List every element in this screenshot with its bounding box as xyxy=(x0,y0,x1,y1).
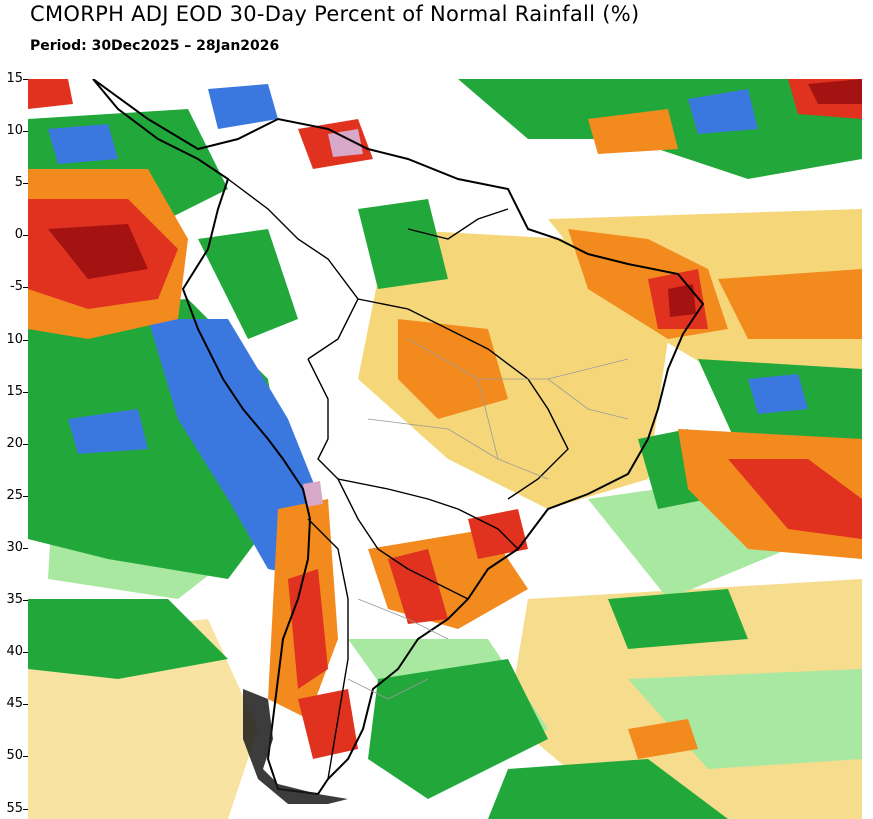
latitude-tick-label: 45 xyxy=(6,696,23,712)
rainfall-map-canvas xyxy=(28,79,862,819)
map-title: CMORPH ADJ EOD 30-Day Percent of Normal … xyxy=(30,2,640,26)
latitude-tick-label: 35 xyxy=(6,592,23,608)
latitude-tick-label: 15 xyxy=(6,71,23,86)
latitude-tick-label: 25 xyxy=(6,487,23,503)
latitude-tick-mark xyxy=(23,548,28,549)
latitude-tick-mark xyxy=(23,808,28,810)
latitude-tick-label: 0 xyxy=(14,227,23,243)
latitude-tick-mark xyxy=(23,183,28,185)
latitude-tick-mark xyxy=(23,391,28,393)
latitude-tick-label: 5 xyxy=(14,175,23,191)
latitude-tick-mark xyxy=(23,652,28,654)
latitude-tick-label: 55 xyxy=(6,800,23,816)
latitude-tick-mark xyxy=(23,287,28,289)
period-label: Period: 30Dec2025 – 28Jan2026 xyxy=(30,38,280,54)
latitude-tick-label: 15 xyxy=(6,383,23,399)
latitude-tick-label: 40 xyxy=(6,644,23,660)
latitude-tick-mark xyxy=(23,704,28,706)
rainfall-map xyxy=(28,79,862,819)
very-dry-dark-red xyxy=(48,79,862,317)
latitude-tick-label: 20 xyxy=(6,435,23,451)
latitude-tick-label: 10 xyxy=(6,123,23,139)
latitude-tick-label: 50 xyxy=(6,748,23,764)
extreme-wet-patches xyxy=(303,129,363,507)
latitude-tick-mark xyxy=(23,79,28,80)
state-borders xyxy=(347,338,629,700)
tierra-del-fuego xyxy=(243,689,348,804)
latitude-tick-mark xyxy=(23,235,28,237)
latitude-tick-label: 30 xyxy=(6,540,23,555)
latitude-tick-mark xyxy=(23,339,28,341)
latitude-tick-label: 10 xyxy=(6,331,23,347)
south-america-coastline xyxy=(92,79,705,796)
latitude-tick-mark xyxy=(23,600,28,602)
latitude-tick-mark xyxy=(23,131,28,133)
latitude-tick-mark xyxy=(23,495,28,497)
latitude-tick-mark xyxy=(23,443,28,445)
latitude-tick-mark xyxy=(23,756,28,758)
latitude-tick-label: -5 xyxy=(10,279,23,295)
